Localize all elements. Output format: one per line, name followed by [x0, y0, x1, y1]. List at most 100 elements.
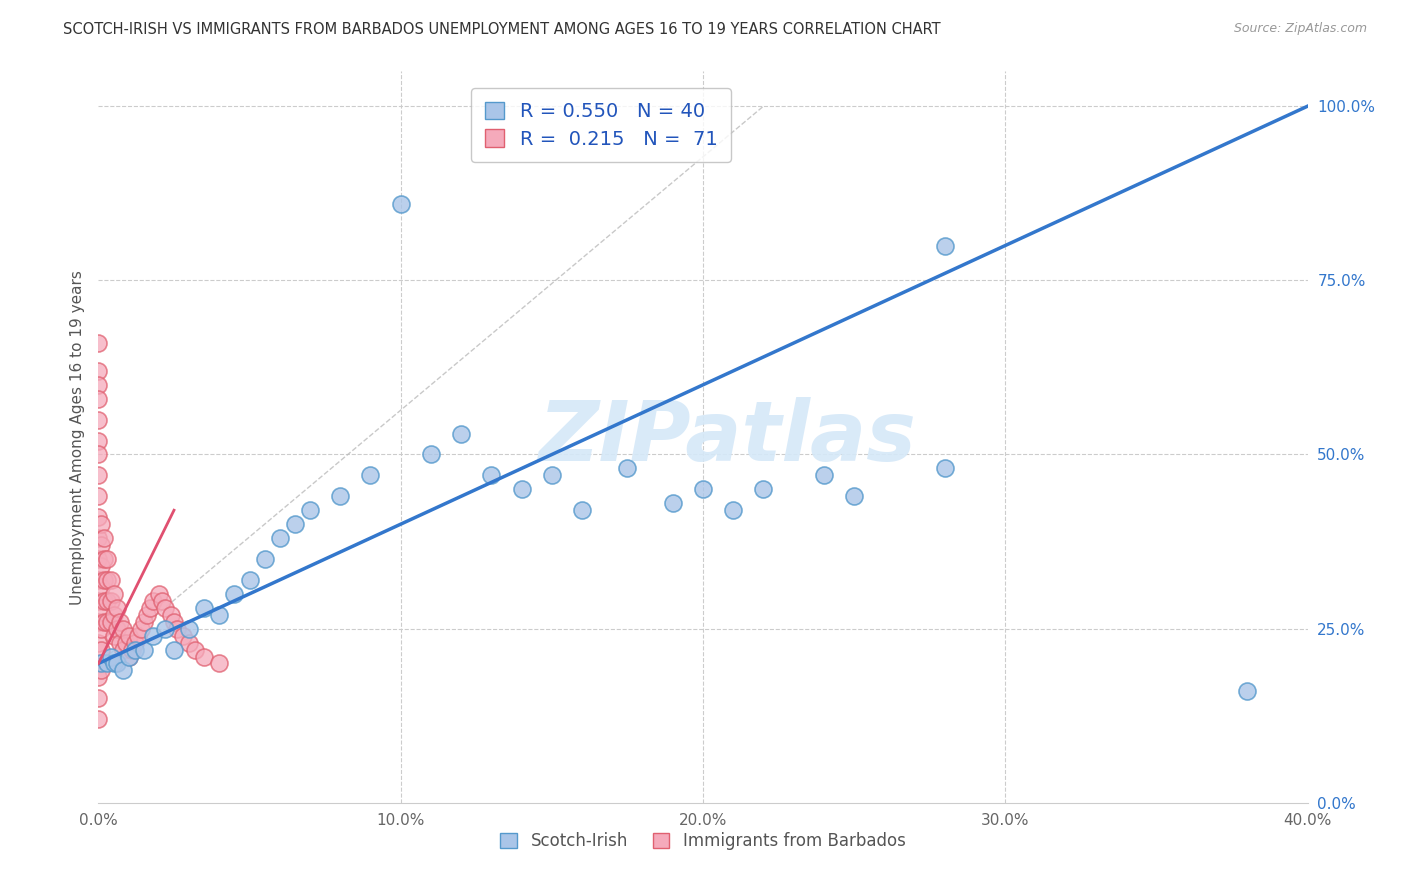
Point [111, 642, 134, 657]
Point [105, 622, 128, 636]
Point [103, 587, 125, 601]
Point [723, 503, 745, 517]
Point [90, 664, 112, 678]
Point [284, 517, 307, 532]
Point [118, 649, 141, 664]
Point [172, 629, 194, 643]
Point [100, 573, 122, 587]
Point [510, 483, 533, 497]
Point [108, 635, 131, 649]
Point [813, 468, 835, 483]
Point [163, 615, 186, 629]
Point [121, 642, 143, 657]
Point [150, 594, 173, 608]
Y-axis label: Unemployment Among Ages 16 to 19 years: Unemployment Among Ages 16 to 19 years [69, 269, 84, 605]
Point [269, 531, 291, 545]
Point [934, 238, 956, 252]
Point [239, 573, 262, 587]
Point [661, 496, 683, 510]
Point [163, 642, 186, 657]
Point [96, 594, 118, 608]
Point [96, 573, 118, 587]
Point [87, 552, 110, 566]
Point [90, 642, 112, 657]
Point [179, 635, 201, 649]
Legend: Scotch-Irish, Immigrants from Barbados: Scotch-Irish, Immigrants from Barbados [494, 825, 912, 856]
Point [96, 615, 118, 629]
Point [160, 607, 183, 622]
Point [111, 622, 134, 636]
Point [87, 691, 110, 706]
Point [166, 622, 188, 636]
Text: Source: ZipAtlas.com: Source: ZipAtlas.com [1233, 22, 1367, 36]
Point [153, 622, 176, 636]
Point [100, 615, 122, 629]
Point [616, 461, 638, 475]
Point [87, 392, 110, 406]
Point [87, 657, 110, 671]
Point [139, 600, 162, 615]
Point [193, 649, 215, 664]
Point [90, 538, 112, 552]
Point [105, 600, 128, 615]
Point [87, 377, 110, 392]
Point [103, 607, 125, 622]
Point [135, 607, 157, 622]
Point [87, 573, 110, 587]
Point [108, 615, 131, 629]
Point [934, 461, 956, 475]
Point [87, 434, 110, 448]
Point [87, 670, 110, 684]
Point [208, 607, 231, 622]
Point [118, 649, 141, 664]
Point [142, 594, 165, 608]
Point [360, 468, 382, 483]
Point [87, 468, 110, 483]
Point [184, 642, 207, 657]
Point [87, 489, 110, 503]
Point [450, 426, 472, 441]
Point [87, 615, 110, 629]
Point [148, 587, 170, 601]
Point [90, 580, 112, 594]
Point [389, 196, 412, 211]
Point [540, 468, 562, 483]
Point [103, 657, 125, 671]
Point [96, 552, 118, 566]
Point [87, 594, 110, 608]
Point [253, 552, 276, 566]
Point [692, 483, 714, 497]
Point [124, 642, 146, 657]
Point [329, 489, 352, 503]
Point [1236, 684, 1258, 698]
Point [153, 600, 176, 615]
Point [93, 615, 115, 629]
Point [179, 622, 201, 636]
Point [142, 629, 165, 643]
Point [571, 503, 593, 517]
Point [90, 600, 112, 615]
Point [124, 635, 146, 649]
Point [87, 364, 110, 378]
Point [299, 503, 322, 517]
Point [87, 448, 110, 462]
Point [93, 531, 115, 545]
Point [118, 629, 141, 643]
Point [87, 712, 110, 726]
Point [87, 635, 110, 649]
Point [90, 558, 112, 573]
Point [93, 594, 115, 608]
Point [87, 531, 110, 545]
Point [127, 629, 149, 643]
Point [103, 629, 125, 643]
Point [420, 448, 443, 462]
Point [111, 664, 134, 678]
Point [752, 483, 775, 497]
Point [132, 615, 155, 629]
Point [87, 336, 110, 351]
Point [93, 573, 115, 587]
Point [93, 552, 115, 566]
Text: ZIPatlas: ZIPatlas [538, 397, 917, 477]
Point [87, 510, 110, 524]
Point [87, 412, 110, 426]
